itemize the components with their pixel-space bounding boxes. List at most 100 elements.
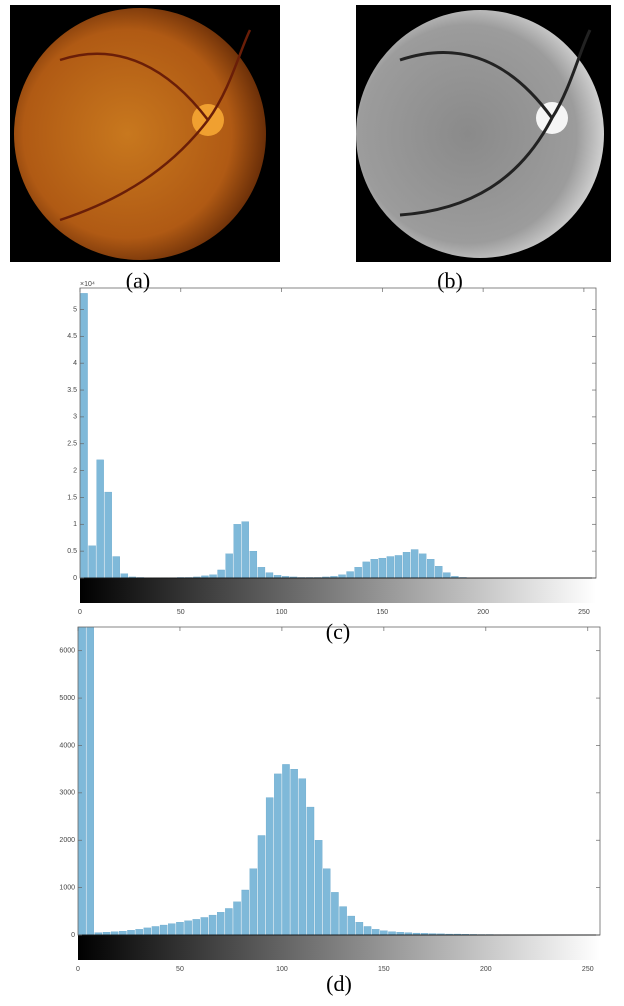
bar (111, 932, 118, 935)
bar (419, 554, 426, 578)
bar (250, 551, 257, 578)
bar (185, 921, 192, 935)
bar (168, 924, 175, 935)
bar (364, 926, 371, 935)
caption: (b) (437, 268, 463, 293)
bar (274, 774, 281, 935)
bar (233, 902, 240, 935)
bar (234, 524, 241, 578)
bar (331, 892, 338, 935)
x-tick-label: 100 (276, 966, 288, 973)
x-tick-label: 200 (480, 966, 492, 973)
bar (89, 546, 96, 578)
x-tick-label: 250 (582, 966, 594, 973)
bar (217, 912, 224, 935)
bar (348, 916, 355, 935)
bar (356, 922, 363, 935)
bar (339, 575, 346, 578)
bar (201, 917, 208, 935)
bar (250, 869, 257, 935)
x-tick-label: 0 (76, 966, 80, 973)
bar (103, 932, 110, 935)
bar (266, 573, 273, 578)
y-tick-label: 6000 (59, 648, 75, 655)
bar (258, 567, 265, 578)
bar (427, 559, 434, 578)
axes-box (80, 288, 596, 578)
bar (218, 570, 225, 578)
image-b (356, 5, 611, 262)
bar (121, 574, 128, 578)
bar (397, 932, 404, 935)
bar (119, 931, 126, 935)
bar (242, 890, 249, 935)
y-tick-label: 1.5 (67, 494, 77, 501)
bar (193, 919, 200, 935)
bar (266, 798, 273, 935)
y-exponent: ×10⁴ (80, 281, 95, 288)
bar (258, 835, 265, 935)
bar (380, 931, 387, 935)
y-tick-label: 0.5 (67, 548, 77, 555)
x-tick-label: 0 (78, 609, 82, 616)
bar (209, 915, 216, 935)
bar (403, 552, 410, 578)
bar (113, 557, 120, 578)
bar (160, 925, 167, 935)
y-tick-label: 5000 (59, 695, 75, 702)
x-tick-label: 200 (477, 609, 489, 616)
image-a (10, 5, 280, 262)
bars (81, 293, 467, 578)
caption: (a) (126, 268, 150, 293)
bar (315, 840, 322, 935)
y-tick-label: 4 (73, 360, 77, 367)
bar (371, 559, 378, 578)
bar (176, 922, 183, 935)
bar (136, 929, 143, 935)
bar (97, 460, 104, 578)
bar (387, 557, 394, 578)
bar (79, 603, 86, 935)
x-tick-label: 100 (276, 609, 288, 616)
bar (340, 907, 347, 935)
y-tick-label: 0 (71, 932, 75, 939)
bar (144, 928, 151, 935)
bar (87, 603, 94, 935)
y-tick-label: 3.5 (67, 387, 77, 394)
y-tick-label: 5 (73, 306, 77, 313)
bar (347, 572, 354, 578)
y-tick-label: 2 (73, 467, 77, 474)
y-tick-label: 1000 (59, 884, 75, 891)
bar (152, 926, 159, 935)
bar (379, 558, 386, 578)
bar (127, 930, 134, 935)
y-tick-label: 2.5 (67, 441, 77, 448)
bar (435, 566, 442, 578)
bar (274, 575, 281, 578)
x-tick-label: 150 (378, 966, 390, 973)
bar (105, 492, 112, 578)
y-tick-label: 3000 (59, 790, 75, 797)
bar (372, 929, 379, 935)
bar (307, 807, 314, 935)
caption: (d) (326, 971, 352, 996)
bar (388, 932, 395, 935)
bar (299, 779, 306, 935)
bar (225, 908, 232, 935)
bar (226, 554, 233, 578)
colorbar (78, 935, 600, 960)
bars (79, 603, 592, 935)
bar (363, 562, 370, 578)
axes-box (78, 627, 600, 935)
x-tick-label: 250 (578, 609, 590, 616)
x-tick-label: 150 (377, 609, 389, 616)
y-tick-label: 1 (73, 521, 77, 528)
bar (210, 575, 217, 578)
caption: (c) (326, 619, 350, 644)
y-tick-label: 3 (73, 414, 77, 421)
bar (282, 764, 289, 935)
bar (242, 522, 249, 578)
